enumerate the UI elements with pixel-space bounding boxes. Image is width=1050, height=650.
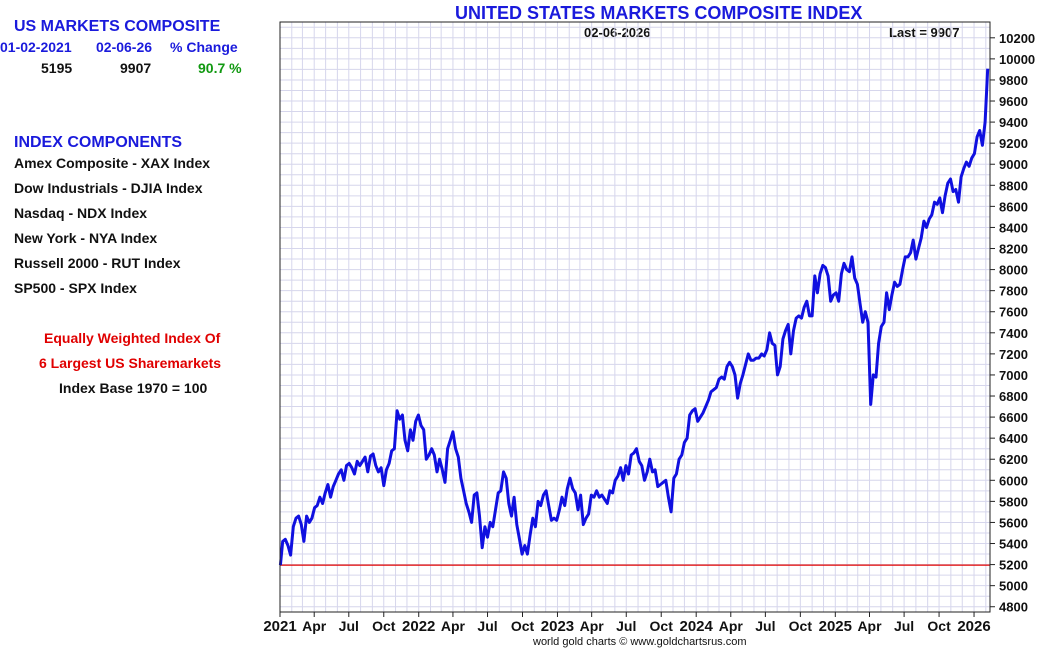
y-tick-label: 8400 (999, 220, 1028, 235)
y-tick-label: 10000 (999, 52, 1035, 67)
x-tick-label: Jul (477, 618, 497, 634)
summary-start-date: 01-02-2021 (0, 39, 72, 55)
x-tick-label: Oct (650, 618, 674, 634)
component-item: Amex Composite - XAX Index (14, 155, 211, 171)
note-equally-weighted: Equally Weighted Index Of (44, 330, 221, 346)
x-tick-label: 2025 (819, 618, 852, 635)
y-tick-label: 5200 (999, 558, 1028, 573)
note-index-base: Index Base 1970 = 100 (59, 380, 208, 396)
x-tick-label: Jul (755, 618, 775, 634)
y-tick-label: 9600 (999, 94, 1028, 109)
y-tick-label: 7600 (999, 305, 1028, 320)
y-tick-label: 7200 (999, 347, 1028, 362)
summary-end-date: 02-06-26 (96, 39, 153, 55)
x-tick-label: Jul (339, 618, 359, 634)
component-item: SP500 - SPX Index (14, 280, 137, 296)
chart-last-label: Last = 9907 (889, 25, 960, 40)
summary-end-value: 9907 (120, 60, 152, 76)
x-tick-label: Apr (719, 618, 744, 634)
y-tick-label: 5000 (999, 579, 1028, 594)
series-line (278, 68, 990, 566)
x-tick-label: Oct (789, 618, 813, 634)
x-tick-label: Apr (302, 618, 327, 634)
plot-frame (279, 21, 991, 613)
y-tick-label: 5600 (999, 515, 1028, 530)
y-tick-label: 8600 (999, 199, 1028, 214)
y-tick-label: 6600 (999, 410, 1028, 425)
component-item: New York - NYA Index (14, 230, 158, 246)
y-tick-label: 7800 (999, 284, 1028, 299)
x-tick-label: Oct (511, 618, 535, 634)
x-tick-label: 2022 (402, 618, 435, 635)
chart-title: UNITED STATES MARKETS COMPOSITE INDEX (455, 3, 863, 23)
y-tick-label: 7400 (999, 326, 1028, 341)
note-six-markets: 6 Largest US Sharemarkets (39, 355, 222, 371)
x-tick-label: Apr (441, 618, 466, 634)
y-tick-label: 8000 (999, 263, 1028, 278)
x-tick-label: 2026 (957, 618, 990, 635)
chart-date-label: 02-06-2026 (584, 25, 651, 40)
summary-change-label: % Change (170, 39, 238, 55)
x-tick-label: 2021 (263, 618, 296, 635)
y-tick-label: 9000 (999, 157, 1028, 172)
x-tick-label: Jul (616, 618, 636, 634)
chart-grid (279, 22, 990, 612)
y-tick-label: 8200 (999, 242, 1028, 257)
x-tick-label: Oct (372, 618, 396, 634)
x-tick-label: Jul (894, 618, 914, 634)
component-item: Dow Industrials - DJIA Index (14, 180, 203, 196)
y-tick-label: 6200 (999, 452, 1028, 467)
y-tick-label: 4800 (999, 600, 1028, 615)
y-axis: 4800 5000 5200 5400 5600 5800 6000 6200 6400 6600… (990, 31, 1035, 615)
y-tick-label: 8800 (999, 178, 1028, 193)
y-tick-label: 6400 (999, 431, 1028, 446)
y-tick-label: 6800 (999, 389, 1028, 404)
y-tick-label: 9400 (999, 115, 1028, 130)
component-item: Russell 2000 - RUT Index (14, 255, 181, 271)
y-tick-label: 5400 (999, 537, 1028, 552)
summary-start-value: 5195 (41, 60, 73, 76)
x-tick-label: Apr (580, 618, 605, 634)
y-tick-label: 5800 (999, 494, 1028, 509)
y-tick-label: 6000 (999, 473, 1028, 488)
y-tick-label: 9800 (999, 73, 1028, 88)
source-credit: world gold charts © www.goldchartsrus.co… (533, 636, 747, 648)
x-tick-label: 2023 (541, 618, 574, 635)
y-tick-label: 10200 (999, 31, 1035, 46)
y-tick-label: 7000 (999, 368, 1028, 383)
x-tick-label: Oct (927, 618, 951, 634)
components-heading: INDEX COMPONENTS (14, 134, 183, 151)
x-tick-label: Apr (857, 618, 882, 634)
x-tick-label: 2024 (680, 618, 714, 635)
component-item: Nasdaq - NDX Index (14, 205, 148, 221)
x-axis: 2021 Apr Jul Oct 2022 Apr Jul Oct 2023 Apr Jul Oct 2… (263, 612, 991, 635)
y-tick-label: 9200 (999, 136, 1028, 151)
summary-heading: US MARKETS COMPOSITE (14, 18, 221, 35)
summary-change-value: 90.7 % (198, 60, 242, 76)
